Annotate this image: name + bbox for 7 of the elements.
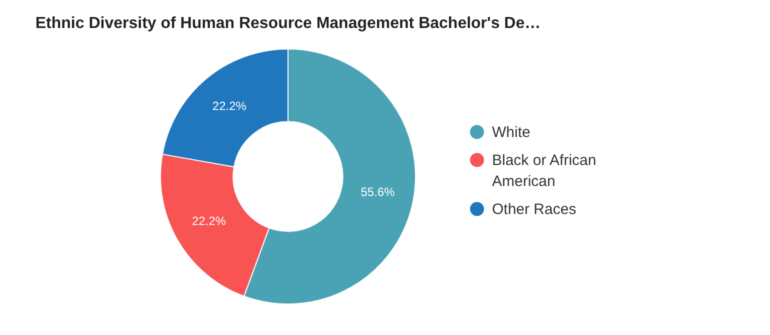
data-label: 22.2%	[192, 214, 226, 228]
legend-label: Black or African American	[492, 151, 598, 192]
legend-label: White	[492, 123, 530, 143]
data-label: 55.6%	[360, 184, 396, 199]
chart-title: Ethnic Diversity of Human Resource Management Bachelor's De…	[34, 15, 542, 33]
data-label: 22.2%	[212, 98, 247, 113]
legend-label: Other Races	[492, 200, 576, 220]
